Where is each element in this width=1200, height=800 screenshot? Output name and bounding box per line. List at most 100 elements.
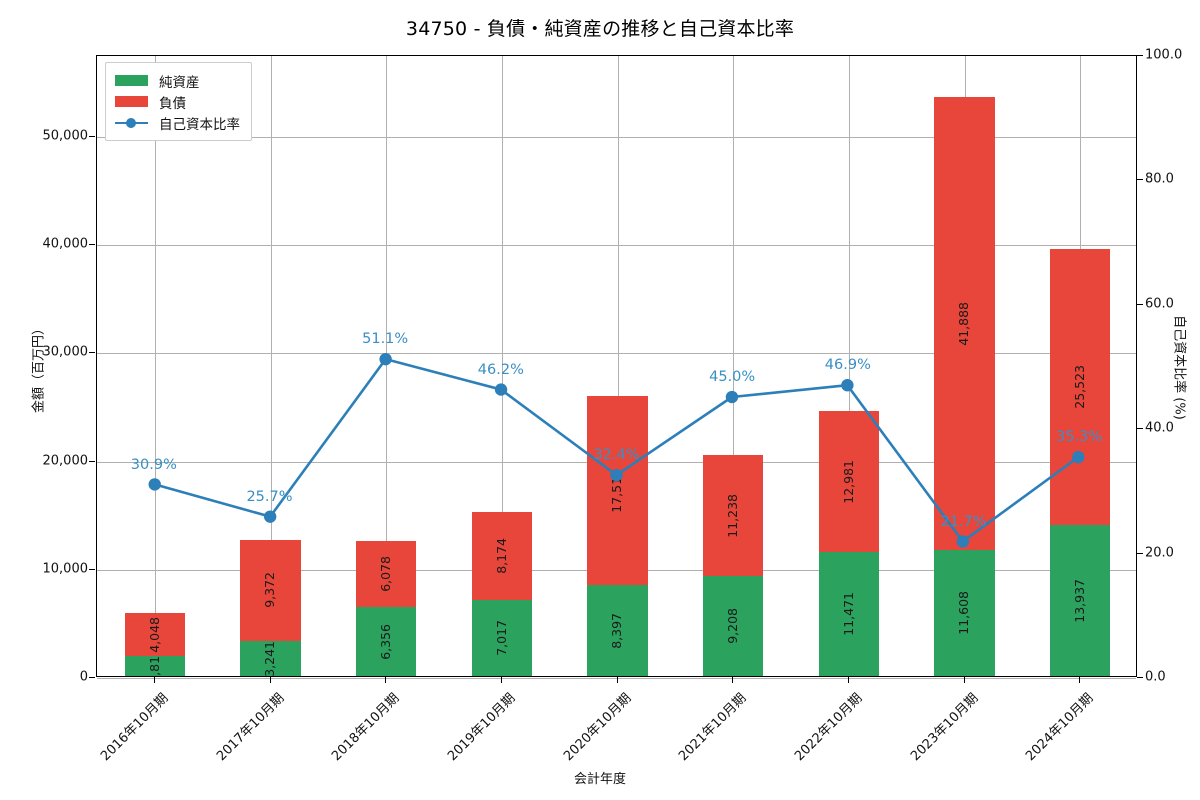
ratio-data-point[interactable] bbox=[725, 390, 739, 404]
bar-segment-equity[interactable]: 1,814 bbox=[124, 656, 185, 676]
gridline-vertical bbox=[617, 56, 619, 676]
x-axis-tick-label: 2019年10月期 bbox=[444, 690, 519, 765]
x-axis-tickmark bbox=[500, 677, 502, 683]
y-axis-tickmark-left bbox=[89, 677, 95, 678]
y-axis-tickmark-right bbox=[1137, 552, 1143, 554]
y-axis-tickmark-left bbox=[89, 460, 95, 462]
gridline-vertical bbox=[848, 56, 850, 676]
bar-segment-equity[interactable]: 8,397 bbox=[587, 585, 648, 676]
legend-item-equity-ratio[interactable]: 自己資本比率 bbox=[115, 112, 240, 133]
bar-segment-liabilities[interactable]: 8,174 bbox=[471, 511, 532, 601]
y-axis-tickmark-left bbox=[89, 568, 95, 570]
bar-group[interactable]: 9,208 11,238 bbox=[703, 54, 764, 676]
y-axis-tickmark-left bbox=[89, 352, 95, 354]
legend-item-liabilities[interactable]: 負債 bbox=[115, 91, 240, 112]
y-axis-tickmark-right bbox=[1137, 179, 1143, 181]
gridline-vertical bbox=[386, 56, 388, 676]
y-axis-label-right: 自己資本比率 (%) bbox=[1171, 315, 1187, 420]
bars-layer: 1,814 4,048 3,241 9,372 6,356 6,078 7,017 8,174… bbox=[97, 56, 1136, 676]
bar-segment-liabilities[interactable]: 25,523 bbox=[1050, 249, 1111, 526]
y-axis-tickmark-right bbox=[1137, 677, 1143, 678]
bar-group[interactable]: 8,397 17,513 bbox=[587, 54, 648, 676]
x-axis-tickmark bbox=[269, 677, 271, 683]
bar-group[interactable]: 11,471 12,981 bbox=[818, 54, 879, 676]
bar-group[interactable]: 6,356 6,078 bbox=[356, 54, 417, 676]
y-axis-tickmark-left bbox=[89, 136, 95, 138]
bar-group[interactable]: 11,608 41,888 bbox=[934, 54, 995, 676]
bar-segment-equity[interactable]: 9,208 bbox=[703, 576, 764, 676]
bar-segment-equity[interactable]: 6,356 bbox=[356, 607, 417, 676]
x-axis-tickmark bbox=[1079, 677, 1081, 683]
y-axis-tick-left: 0 bbox=[79, 669, 88, 685]
gridline-vertical bbox=[733, 56, 735, 676]
y-axis-tickmark-right bbox=[1137, 303, 1143, 305]
ratio-data-point[interactable] bbox=[610, 468, 623, 482]
bar-group[interactable]: 7,017 8,174 bbox=[471, 54, 532, 676]
gridline-vertical bbox=[501, 56, 503, 676]
bar-segment-liabilities[interactable]: 12,981 bbox=[818, 411, 879, 552]
bar-segment-equity[interactable]: 7,017 bbox=[471, 600, 532, 676]
plot-area: 1,814 4,048 3,241 9,372 6,356 6,078 7,017 8,174… bbox=[96, 55, 1137, 679]
y-axis-tick-right: 40.0 bbox=[1145, 420, 1174, 436]
legend-label-equity: 純資産 bbox=[159, 74, 200, 91]
bar-segment-liabilities[interactable]: 11,238 bbox=[703, 454, 764, 577]
y-axis-tick-left: 30,000 bbox=[42, 344, 89, 360]
x-axis-tickmark bbox=[732, 677, 734, 683]
ratio-line-layer bbox=[148, 353, 1085, 548]
y-axis-tickmark-right bbox=[1137, 55, 1143, 56]
y-axis-tick-right: 80.0 bbox=[1145, 171, 1174, 187]
ratio-data-point[interactable] bbox=[379, 353, 392, 366]
ratio-data-point[interactable] bbox=[263, 510, 277, 523]
ratio-data-point[interactable] bbox=[956, 535, 970, 548]
ratio-data-point[interactable] bbox=[1072, 450, 1085, 464]
gridline-horizontal bbox=[97, 353, 1136, 355]
ratio-data-point[interactable] bbox=[494, 383, 508, 396]
y-axis-tick-right: 20.0 bbox=[1145, 545, 1174, 561]
y-axis-tickmark-left bbox=[89, 244, 95, 246]
gridline-vertical bbox=[154, 56, 156, 676]
chart-title: 34750 - 負債・純資産の推移と自己資本比率 bbox=[405, 18, 795, 40]
y-axis-tick-left: 20,000 bbox=[42, 453, 89, 469]
bar-group[interactable]: 1,814 4,048 bbox=[124, 54, 185, 676]
y-axis-tickmark-right bbox=[1137, 428, 1143, 430]
x-axis-tick-label: 2018年10月期 bbox=[329, 690, 403, 765]
bar-group[interactable]: 3,241 9,372 bbox=[240, 54, 301, 676]
x-axis-tickmark bbox=[847, 677, 849, 683]
x-axis-tick-label: 2020年10月期 bbox=[560, 690, 634, 765]
bar-segment-equity[interactable]: 11,608 bbox=[934, 550, 995, 676]
legend-swatch-liabilities-icon bbox=[115, 96, 148, 107]
x-axis-tick-label: 2016年10月期 bbox=[97, 690, 172, 765]
legend-line-marker-icon bbox=[115, 117, 148, 128]
bar-segment-equity[interactable]: 3,241 bbox=[240, 640, 301, 676]
x-axis-tickmark bbox=[963, 677, 965, 683]
x-axis-label: 会計年度 bbox=[573, 772, 626, 787]
x-axis-tick-label: 2024年10月期 bbox=[1023, 690, 1097, 765]
x-axis-tickmark bbox=[385, 677, 387, 683]
bar-segment-liabilities[interactable]: 6,078 bbox=[356, 541, 417, 608]
ratio-data-point[interactable] bbox=[841, 379, 854, 392]
x-axis-tick-label: 2022年10月期 bbox=[791, 690, 866, 765]
gridline-vertical bbox=[270, 56, 272, 676]
ratio-line-path bbox=[154, 357, 1080, 543]
y-axis-tick-left: 50,000 bbox=[42, 128, 89, 144]
bar-segment-liabilities[interactable]: 4,048 bbox=[124, 612, 185, 657]
x-axis-tickmark bbox=[616, 677, 618, 683]
bar-segment-liabilities[interactable]: 17,513 bbox=[587, 395, 648, 586]
gridline-horizontal bbox=[97, 137, 1136, 139]
x-axis-tickmark bbox=[153, 677, 155, 683]
x-axis-tick-label: 2023年10月期 bbox=[907, 690, 981, 765]
legend-label-equity-ratio: 自己資本比率 bbox=[159, 116, 240, 133]
bar-group[interactable]: 13,937 25,523 bbox=[1050, 54, 1111, 676]
y-axis-tick-right: 60.0 bbox=[1145, 296, 1174, 312]
bar-segment-liabilities[interactable]: 41,888 bbox=[934, 97, 995, 551]
y-axis-tick-left: 10,000 bbox=[42, 561, 89, 577]
ratio-data-point[interactable] bbox=[148, 478, 161, 491]
bar-segment-liabilities[interactable]: 9,372 bbox=[240, 539, 301, 641]
y-axis-tick-right: 100.0 bbox=[1145, 47, 1183, 63]
y-axis-tick-right: 0.0 bbox=[1145, 669, 1166, 685]
legend-swatch-equity-icon bbox=[115, 75, 148, 86]
legend-item-equity[interactable]: 純資産 bbox=[115, 70, 240, 91]
bar-segment-equity[interactable]: 13,937 bbox=[1050, 525, 1111, 676]
bar-segment-equity[interactable]: 11,471 bbox=[818, 551, 879, 676]
